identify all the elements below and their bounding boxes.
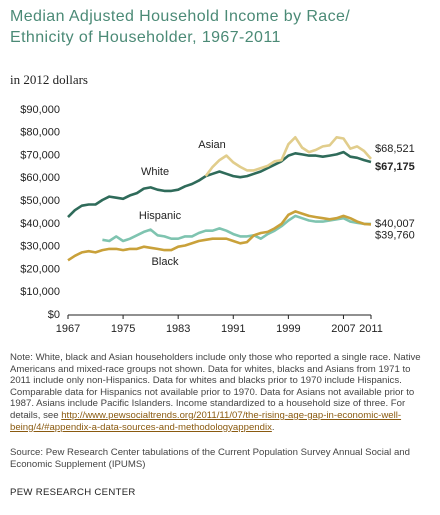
y-tick-label: $40,000 <box>20 218 60 230</box>
series-line <box>67 210 372 262</box>
series-label: Black <box>152 256 179 268</box>
y-tick-label: $10,000 <box>20 286 60 298</box>
series-line <box>204 136 372 177</box>
series-label: White <box>141 166 169 178</box>
chart-subtitle: in 2012 dollars <box>10 72 88 87</box>
value-label: $39,760 <box>375 229 415 241</box>
y-tick-label: $0 <box>48 309 60 321</box>
chart-title: Median Adjusted Household Income by Race… <box>10 8 351 46</box>
x-tick-label: 1991 <box>221 323 245 335</box>
x-tick-label: 2007 <box>331 323 355 335</box>
value-label: $40,007 <box>375 218 415 230</box>
x-tick-label: 1983 <box>166 323 190 335</box>
x-tick-label: 1999 <box>276 323 300 335</box>
value-label: $68,521 <box>375 143 415 155</box>
note: Note: White, black and Asian householder… <box>10 352 428 433</box>
y-tick-label: $80,000 <box>20 127 60 139</box>
y-tick-label: $20,000 <box>20 263 60 275</box>
x-tick-label: 2011 <box>359 323 383 335</box>
series-label: Hispanic <box>139 210 182 222</box>
series-line <box>102 214 371 243</box>
series-line <box>67 150 372 219</box>
y-tick-label: $30,000 <box>20 241 60 253</box>
note-end: . <box>271 421 275 433</box>
y-tick-label: $50,000 <box>20 195 60 207</box>
series-label: Asian <box>198 139 226 151</box>
chart: $0 $10,000 $20,000 $30,000 $40,000 $50,000 $60… <box>20 104 415 335</box>
source: Source: Pew Research Center tabulations … <box>10 447 410 470</box>
x-tick-label: 1967 <box>56 323 80 335</box>
y-tick-label: $90,000 <box>20 104 60 116</box>
note-text: Note: White, black and Asian householder… <box>10 352 421 421</box>
x-tick-label: 1975 <box>111 323 135 335</box>
y-tick-label: $70,000 <box>20 149 60 161</box>
y-tick-label: $60,000 <box>20 172 60 184</box>
footer: PEW RESEARCH CENTER <box>10 487 136 498</box>
value-label: $67,175 <box>375 161 415 173</box>
note-link[interactable]: http://www.pewsocialtrends.org/2011/11/0… <box>10 409 402 433</box>
